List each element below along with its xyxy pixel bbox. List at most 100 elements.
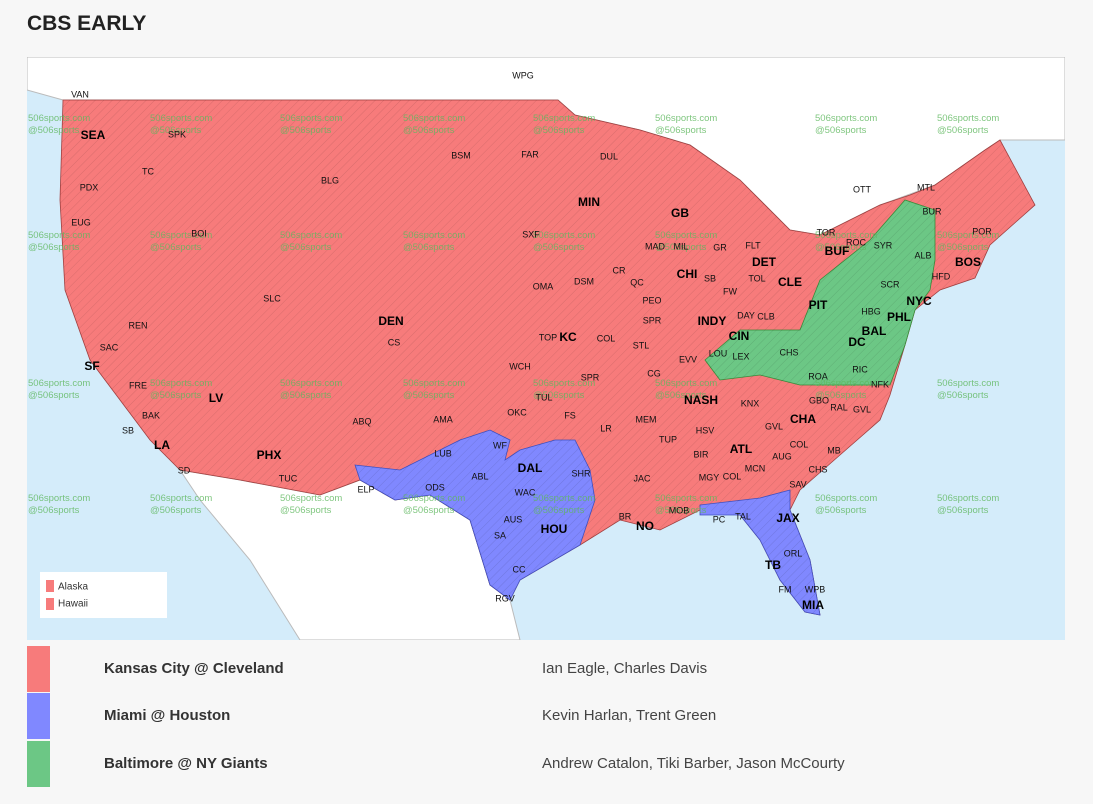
city-label: MEM [636,414,657,424]
market-label: NASH [684,393,718,407]
city-label: WF [493,440,507,450]
city-label: TUL [535,392,552,402]
watermark: @506sports [150,242,202,253]
watermark: @506sports [150,125,202,136]
city-label: ELP [357,484,374,494]
watermark: 506sports.com [280,378,342,389]
city-label: CR [613,265,626,275]
inset-label: Alaska [58,582,88,593]
city-label: CG [647,368,661,378]
watermark: @506sports [533,505,585,516]
city-label: PEO [642,295,661,305]
color-swatch [27,741,50,787]
market-label: KC [559,330,577,344]
watermark: @506sports [403,390,455,401]
watermark: 506sports.com [937,493,999,504]
city-label: CS [388,337,401,347]
market-label: CHI [677,267,698,281]
city-label: TOP [539,332,557,342]
watermark: 506sports.com [937,113,999,124]
city-label: BAK [142,410,160,420]
market-label: DEN [378,314,403,328]
city-label: MB [827,445,841,455]
watermark: 506sports.com [150,230,212,241]
matchup: Baltimore @ NY Giants [104,755,268,772]
game-row: Kansas City @ Cleveland Ian Eagle, Charle… [27,646,1065,692]
watermark: 506sports.com [28,493,90,504]
watermark: 506sports.com [533,378,595,389]
city-label: ABQ [352,416,371,426]
city-label: HBG [861,306,881,316]
city-label: SB [122,425,134,435]
watermark: 506sports.com [150,378,212,389]
city-label: COL [723,471,742,481]
city-label: OMA [533,281,554,291]
city-label: BIR [693,449,709,459]
watermark: @506sports [655,125,707,136]
market-label: LV [209,391,223,405]
city-label: AMA [433,414,453,424]
market-label: BOS [955,255,981,269]
city-label: KNX [741,398,760,408]
color-swatch [27,693,50,739]
city-label: SXF [522,229,540,239]
city-label: SA [494,530,506,540]
watermark: @506sports [280,242,332,253]
city-label: SPR [643,315,662,325]
city-label: BSM [451,150,471,160]
city-label: COL [790,439,809,449]
watermark: 506sports.com [403,493,465,504]
market-label: BUF [825,244,850,258]
city-label: TOR [817,227,836,237]
city-label: SD [178,465,191,475]
watermark: @506sports [937,505,989,516]
city-label: ORL [784,548,803,558]
city-label: GR [713,242,727,252]
watermark: @506sports [815,505,867,516]
watermark: 506sports.com [533,230,595,241]
city-label: DUL [600,151,618,161]
market-label: NYC [906,294,932,308]
city-label: POR [972,226,992,236]
watermark: 506sports.com [403,113,465,124]
market-label: DC [848,335,866,349]
watermark: @506sports [403,242,455,253]
watermark: 506sports.com [403,230,465,241]
watermark: @506sports [28,242,80,253]
market-label: TB [765,558,781,572]
city-label: LR [600,423,612,433]
city-label: MTL [917,182,935,192]
city-label: SCR [880,279,900,289]
market-label: CHA [790,412,816,426]
city-label: DAY [737,310,755,320]
city-label: OTT [853,184,871,194]
city-label: STL [633,340,650,350]
color-swatch [27,646,50,692]
city-label: PDX [80,182,99,192]
city-label: AUG [772,451,792,461]
watermark: @506sports [937,125,989,136]
city-label: WPG [512,70,534,80]
watermark: @506sports [403,125,455,136]
watermark: @506sports [28,390,80,401]
market-label: SEA [81,128,106,142]
watermark: @506sports [655,505,707,516]
watermark: 506sports.com [150,493,212,504]
city-label: EVV [679,354,697,364]
watermark: 506sports.com [655,113,717,124]
city-label: BOI [191,228,207,238]
watermark: @506sports [533,125,585,136]
city-label: MGY [699,472,720,482]
city-label: CHS [779,347,798,357]
city-label: TC [142,166,154,176]
city-label: SHR [571,468,591,478]
city-label: TUC [279,473,298,483]
city-label: HSV [696,425,715,435]
game-row: Baltimore @ NY Giants Andrew Catalon, Tik… [27,741,1065,787]
watermark: @506sports [815,242,867,253]
market-label: HOU [541,522,568,536]
broadcasters: Ian Eagle, Charles Davis [542,660,708,677]
watermark: 506sports.com [655,378,717,389]
city-label: COL [597,333,616,343]
